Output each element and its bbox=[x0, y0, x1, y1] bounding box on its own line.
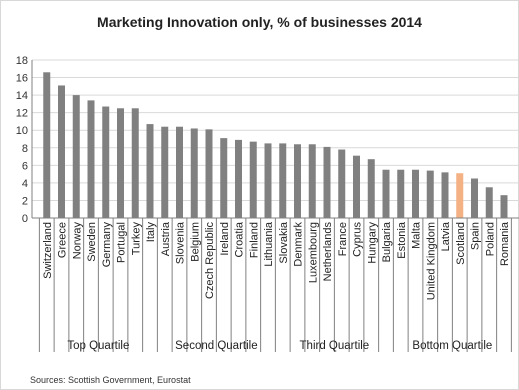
x-tick-label: Norway bbox=[71, 222, 83, 260]
x-tick-label: Portugal bbox=[116, 222, 128, 263]
bar bbox=[323, 146, 331, 218]
bar bbox=[294, 144, 301, 218]
x-tick-label: Bulgaria bbox=[381, 221, 393, 262]
bar bbox=[205, 129, 213, 218]
x-tick-label: Slovenia bbox=[175, 221, 187, 264]
bar bbox=[43, 72, 51, 219]
x-tick-label: Turkey bbox=[130, 222, 142, 256]
bar bbox=[87, 100, 95, 218]
x-tick-label: Austria bbox=[160, 221, 172, 256]
bar bbox=[456, 173, 464, 218]
x-tick-label: Switzerland bbox=[42, 222, 54, 279]
bar bbox=[117, 108, 124, 218]
group-label: Bottom Quartile bbox=[412, 340, 492, 352]
bar bbox=[264, 143, 272, 218]
x-tick-label: Luxembourg bbox=[307, 222, 319, 283]
x-tick-label: Germany bbox=[101, 222, 113, 268]
y-tick-label: 18 bbox=[16, 55, 28, 67]
chart-title: Marketing Innovation only, % of business… bbox=[97, 14, 422, 30]
x-tick-label: Scotland bbox=[455, 222, 467, 265]
x-tick-label: Spain bbox=[470, 222, 482, 250]
bar bbox=[367, 159, 375, 218]
x-tick-label: Cyprus bbox=[352, 222, 364, 257]
source-note: Sources: Scottish Government, Eurostat bbox=[30, 375, 191, 385]
bar bbox=[146, 124, 154, 218]
bar bbox=[308, 144, 316, 218]
bar bbox=[471, 178, 478, 218]
x-tick-label: Croatia bbox=[234, 221, 246, 257]
x-tick-label: Belgium bbox=[189, 222, 201, 262]
y-tick-label: 8 bbox=[22, 143, 28, 155]
bar bbox=[500, 195, 508, 218]
x-tick-label: Denmark bbox=[293, 222, 305, 267]
x-tick-label: Hungary bbox=[366, 222, 378, 264]
y-tick-label: 14 bbox=[16, 90, 28, 102]
bar bbox=[353, 155, 360, 218]
x-tick-label: Netherlands bbox=[322, 222, 334, 282]
x-tick-label: Sweden bbox=[86, 222, 98, 262]
x-tick-label: Italy bbox=[145, 222, 157, 243]
bar bbox=[412, 169, 419, 218]
x-tick-label: France bbox=[337, 222, 349, 256]
group-label: Third Quartile bbox=[300, 340, 370, 352]
y-tick-label: 12 bbox=[16, 108, 28, 120]
bar bbox=[190, 128, 198, 218]
bar bbox=[279, 143, 287, 218]
bar bbox=[161, 126, 169, 218]
bar bbox=[72, 95, 80, 218]
bar bbox=[397, 169, 405, 218]
bar bbox=[176, 126, 183, 218]
x-tick-label: United Kingdom bbox=[425, 222, 437, 300]
bar bbox=[426, 170, 434, 218]
bar bbox=[58, 85, 65, 218]
x-tick-label: Poland bbox=[484, 222, 496, 256]
y-tick-label: 0 bbox=[22, 213, 28, 225]
y-tick-label: 16 bbox=[16, 73, 28, 85]
bar bbox=[220, 138, 228, 218]
x-tick-label: Slovakia bbox=[278, 221, 290, 263]
y-tick-label: 10 bbox=[16, 125, 28, 137]
bar bbox=[338, 149, 346, 218]
bar bbox=[102, 106, 110, 218]
bar bbox=[485, 187, 493, 218]
group-label: Top Quartile bbox=[67, 340, 129, 352]
bar bbox=[249, 141, 257, 218]
x-tick-label: Greece bbox=[57, 222, 69, 258]
x-tick-label: Finland bbox=[248, 222, 260, 258]
y-tick-label: 2 bbox=[22, 195, 28, 207]
x-tick-label: Latvia bbox=[440, 221, 452, 251]
x-tick-label: Lithuania bbox=[263, 221, 275, 267]
x-tick-label: Czech Republic bbox=[204, 222, 216, 300]
bar bbox=[382, 169, 390, 218]
bar bbox=[235, 139, 242, 218]
y-tick-label: 4 bbox=[22, 178, 28, 190]
group-label: Second Quartile bbox=[175, 340, 257, 352]
x-tick-label: Malta bbox=[411, 221, 423, 249]
x-tick-label: Estonia bbox=[396, 221, 408, 259]
x-tick-label: Ireland bbox=[219, 222, 231, 256]
bar bbox=[441, 172, 449, 218]
y-tick-label: 6 bbox=[22, 160, 28, 172]
x-tick-label: Romania bbox=[499, 221, 511, 266]
bar bbox=[131, 108, 139, 218]
